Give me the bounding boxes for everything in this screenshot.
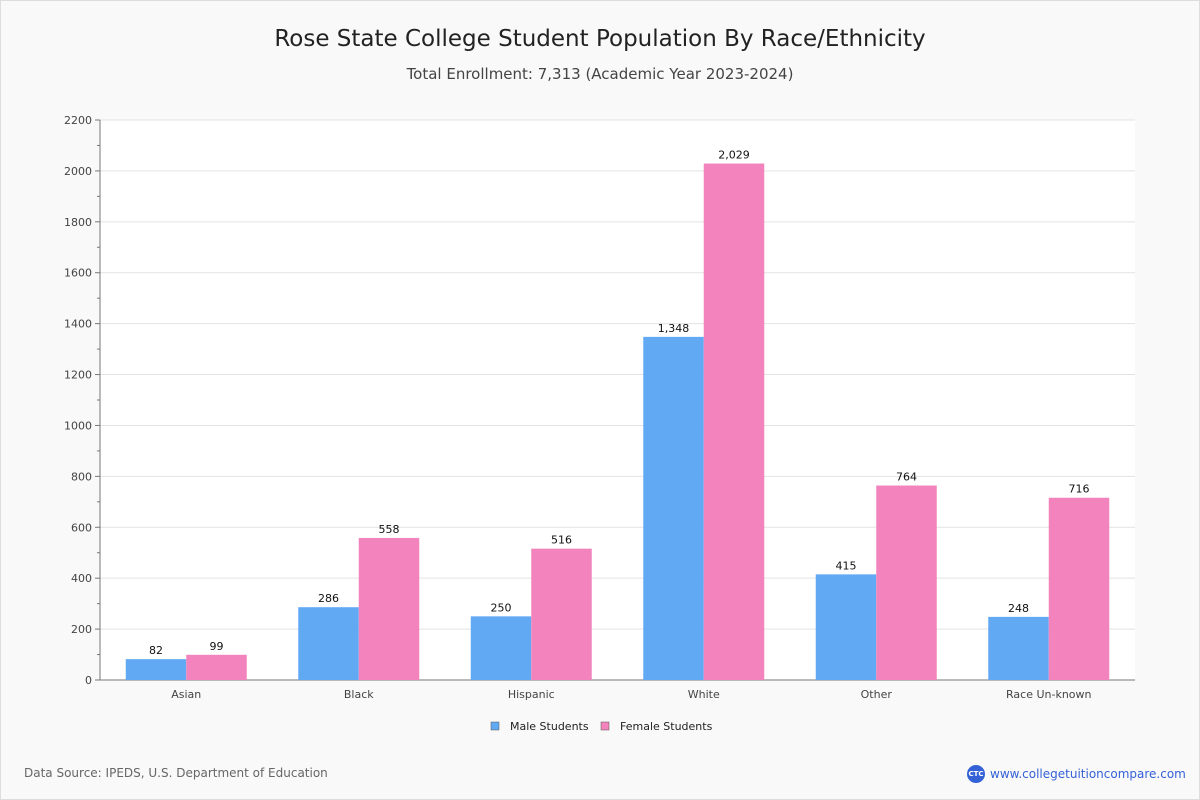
data-label: 82 <box>149 644 163 657</box>
x-tick-label: Asian <box>171 688 201 701</box>
bar-female-students <box>531 548 592 680</box>
ctc-logo-icon: CTC <box>967 765 985 783</box>
y-tick-label: 1800 <box>64 216 92 229</box>
bar-male-students <box>815 574 877 680</box>
y-tick-label: 1000 <box>64 419 92 432</box>
data-label: 716 <box>1069 483 1090 496</box>
x-tick-label: White <box>688 688 720 701</box>
data-label: 415 <box>836 559 857 572</box>
data-label: 1,348 <box>658 322 690 335</box>
bar-female-students <box>1048 497 1110 680</box>
bar-male-students <box>470 616 532 680</box>
bar-female-students <box>186 654 247 680</box>
data-label: 2,029 <box>718 149 750 162</box>
chart-title: Rose State College Student Population By… <box>274 26 926 52</box>
y-tick-label: 1600 <box>64 267 92 280</box>
y-tick-label: 800 <box>71 470 92 483</box>
legend-label: Female Students <box>620 720 713 733</box>
bar-female-students <box>876 485 937 680</box>
bar-male-students <box>298 607 359 680</box>
plot-area <box>100 120 1135 680</box>
y-tick-label: 2200 <box>64 114 92 127</box>
x-tick-label: Hispanic <box>508 688 555 701</box>
bar-female-students <box>703 163 765 680</box>
data-source: Data Source: IPEDS, U.S. Department of E… <box>24 766 328 780</box>
data-label: 286 <box>318 592 339 605</box>
y-tick-label: 0 <box>85 674 92 687</box>
legend-swatch <box>600 721 610 731</box>
data-label: 558 <box>379 523 400 536</box>
brand-link[interactable]: CTC www.collegetuitioncompare.com <box>967 765 1186 783</box>
y-tick-label: 2000 <box>64 165 92 178</box>
x-tick-label: Race Un-known <box>1006 688 1092 701</box>
y-tick-label: 1400 <box>64 318 92 331</box>
y-tick-label: 200 <box>71 623 92 636</box>
bar-male-students <box>643 336 704 680</box>
bar-female-students <box>358 537 420 680</box>
data-label: 250 <box>491 601 512 614</box>
legend-label: Male Students <box>510 720 589 733</box>
x-tick-label: Other <box>861 688 893 701</box>
data-label: 248 <box>1008 602 1029 615</box>
y-tick-label: 600 <box>71 521 92 534</box>
y-tick-label: 1200 <box>64 369 92 382</box>
brand-url[interactable]: www.collegetuitioncompare.com <box>990 767 1186 781</box>
bar-male-students <box>125 659 187 680</box>
chart-subtitle: Total Enrollment: 7,313 (Academic Year 2… <box>406 65 794 83</box>
y-tick-label: 400 <box>71 572 92 585</box>
legend-swatch <box>490 721 500 731</box>
bar-male-students <box>988 616 1049 680</box>
x-tick-label: Black <box>344 688 374 701</box>
data-label: 99 <box>210 640 224 653</box>
data-label: 764 <box>896 471 917 484</box>
data-label: 516 <box>551 534 572 547</box>
